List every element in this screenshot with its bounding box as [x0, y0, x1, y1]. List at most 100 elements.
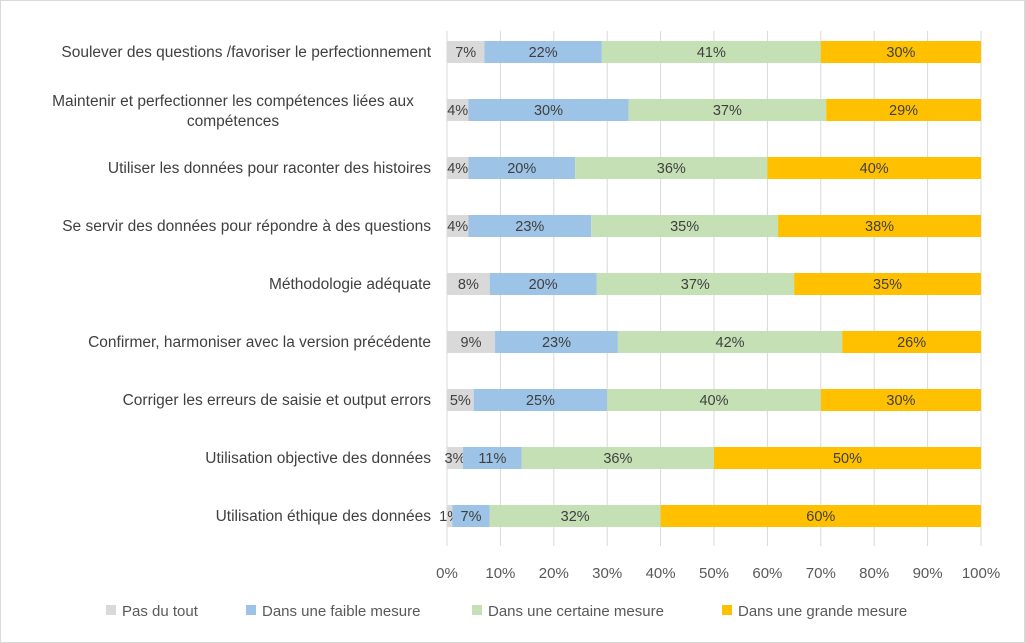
data-label: 4%: [447, 219, 468, 235]
data-label: 40%: [860, 161, 889, 177]
data-label: 38%: [865, 219, 894, 235]
bar-segment: [489, 273, 597, 295]
data-label: 23%: [515, 219, 544, 235]
x-tick-label: 90%: [913, 565, 943, 582]
bar-segment: [495, 331, 618, 353]
bar-segment: [596, 273, 795, 295]
data-label: 4%: [447, 161, 468, 177]
x-tick-label: 20%: [539, 565, 569, 582]
bar-segment: [601, 41, 821, 63]
bar-segment: [820, 41, 981, 63]
data-label: 30%: [886, 45, 915, 61]
bar-segment: [714, 447, 981, 469]
data-label: 20%: [507, 161, 536, 177]
data-label: 20%: [529, 277, 558, 293]
category-label: Utilisation éthique des données: [216, 508, 432, 525]
data-label: 36%: [603, 451, 632, 467]
bar-segment: [447, 273, 490, 295]
bar-segment: [842, 331, 981, 353]
data-label: 37%: [713, 103, 742, 119]
bar-segment: [463, 447, 522, 469]
bar-segment: [484, 41, 602, 63]
bar-segment: [617, 331, 843, 353]
bar-segment: [826, 99, 981, 121]
category-label: Confirmer, harmoniser avec la version pr…: [88, 334, 431, 351]
category-label: Soulever des questions /favoriser le per…: [61, 44, 431, 61]
data-label: 36%: [657, 161, 686, 177]
x-tick-label: 70%: [806, 565, 836, 582]
data-label: 30%: [886, 393, 915, 409]
data-label: 23%: [542, 335, 571, 351]
data-label: 8%: [458, 277, 479, 293]
category-label: Méthodologie adéquate: [269, 276, 431, 293]
x-tick-label: 50%: [699, 565, 729, 582]
bar-segment: [447, 505, 453, 527]
data-label: 37%: [681, 277, 710, 293]
legend-swatch: [722, 605, 732, 615]
data-label: 50%: [833, 451, 862, 467]
category-label: Utiliser les données pour raconter des h…: [108, 160, 431, 177]
legend-label: Dans une faible mesure: [262, 603, 420, 620]
data-label: 25%: [526, 393, 555, 409]
data-label: 41%: [697, 45, 726, 61]
bar-segment: [468, 99, 629, 121]
data-label: 7%: [455, 45, 476, 61]
bar-segment: [767, 157, 981, 179]
data-label: 35%: [873, 277, 902, 293]
x-tick-label: 80%: [859, 565, 889, 582]
legend-label: Dans une certaine mesure: [488, 603, 664, 620]
data-label: 4%: [447, 103, 468, 119]
bar-segment: [778, 215, 981, 237]
category-label: Se servir des données pour répondre à de…: [62, 218, 431, 235]
legend-swatch: [106, 605, 116, 615]
bar-segment: [447, 157, 469, 179]
bar-segment: [591, 215, 779, 237]
data-label: 22%: [529, 45, 558, 61]
data-label: 5%: [450, 393, 471, 409]
bar-segment: [660, 505, 981, 527]
bar-segment: [473, 389, 608, 411]
bar-segment: [794, 273, 981, 295]
x-tick-label: 30%: [592, 565, 622, 582]
x-tick-label: 0%: [436, 565, 458, 582]
data-label: 42%: [716, 335, 745, 351]
bar-segment: [468, 215, 592, 237]
x-tick-label: 100%: [962, 565, 1000, 582]
bar-segment: [521, 447, 714, 469]
bar-segment: [452, 505, 490, 527]
data-label: 26%: [897, 335, 926, 351]
category-label: Corriger les erreurs de saisie et output…: [123, 392, 432, 409]
legend-swatch: [246, 605, 256, 615]
bar-segment: [628, 99, 827, 121]
bar-segment: [447, 331, 496, 353]
bar-segment: [447, 41, 485, 63]
data-label: 32%: [561, 509, 590, 525]
category-label: Utilisation objective des données: [205, 450, 431, 467]
bar-segment: [447, 389, 474, 411]
legend-swatch: [472, 605, 482, 615]
data-label: 29%: [889, 103, 918, 119]
bar-segment: [820, 389, 981, 411]
bar-segment: [447, 99, 469, 121]
data-label: 7%: [461, 509, 482, 525]
data-label: 35%: [670, 219, 699, 235]
bar-segment: [447, 447, 464, 469]
legend-label: Pas du tout: [122, 603, 199, 620]
bar-segment: [447, 215, 469, 237]
x-tick-label: 10%: [485, 565, 515, 582]
bar-segment: [607, 389, 821, 411]
legend-label: Dans une grande mesure: [738, 603, 907, 620]
data-label: 3%: [445, 451, 466, 467]
data-label: 40%: [699, 393, 728, 409]
data-label: 30%: [534, 103, 563, 119]
data-label: 60%: [806, 509, 835, 525]
category-label: compétences: [187, 113, 279, 130]
x-tick-label: 60%: [752, 565, 782, 582]
category-label: Maintenir et perfectionner les compétenc…: [52, 93, 414, 110]
data-label: 11%: [478, 451, 506, 467]
bar-segment: [575, 157, 768, 179]
data-label: 9%: [461, 335, 482, 351]
bar-segment: [489, 505, 661, 527]
